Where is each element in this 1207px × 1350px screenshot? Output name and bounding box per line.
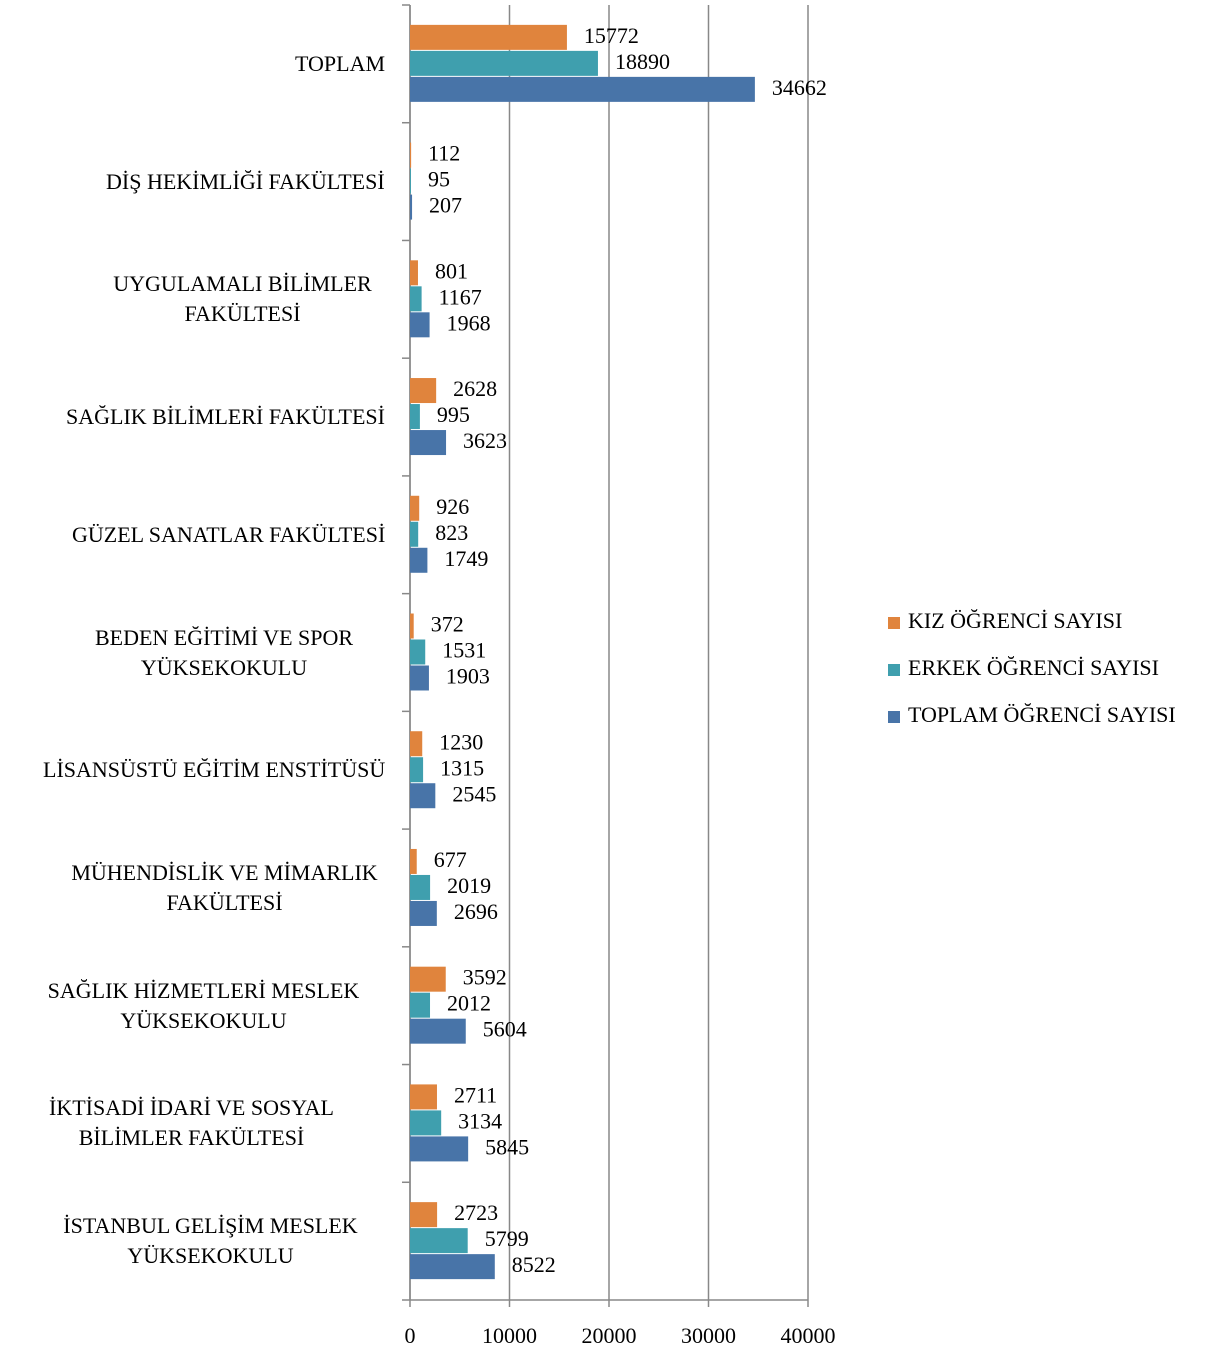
bar <box>410 731 423 757</box>
data-label: 995 <box>437 402 470 427</box>
data-label: 2545 <box>452 781 496 806</box>
x-tick-label: 0 <box>405 1323 416 1348</box>
category-label: UYGULAMALI BİLİMLER FAKÜLTESİ <box>113 271 372 327</box>
bar <box>410 1110 442 1136</box>
category-label: MÜHENDİSLİK VE MİMARLIK FAKÜLTESİ <box>71 859 378 915</box>
category-label: İKTİSADİ İDARİ VE SOSYAL BİLİMLER FAKÜLT… <box>49 1095 334 1151</box>
category-label: GÜZEL SANATLAR FAKÜLTESİ <box>72 521 386 547</box>
data-label: 801 <box>435 258 468 283</box>
data-label: 2711 <box>454 1082 497 1107</box>
data-label: 15772 <box>584 23 639 48</box>
bar <box>410 1228 468 1254</box>
bar <box>410 24 567 50</box>
x-tick-label: 40000 <box>781 1323 836 1348</box>
category-label: SAĞLIK BİLİMLERİ FAKÜLTESİ <box>66 404 385 430</box>
data-label: 372 <box>431 612 464 637</box>
bar <box>410 142 412 168</box>
x-tick-label: 10000 <box>482 1323 537 1348</box>
bar <box>410 900 437 926</box>
bar <box>410 312 430 338</box>
bar <box>410 194 413 220</box>
data-label: 677 <box>434 847 467 872</box>
x-tick-label: 20000 <box>582 1323 637 1348</box>
bar <box>410 757 424 783</box>
legend-label: TOPLAM ÖĞRENCİ SAYISI <box>908 702 1176 727</box>
legend-swatch <box>888 617 900 629</box>
data-label: 2019 <box>447 873 491 898</box>
bar <box>410 874 431 900</box>
legend-swatch <box>888 664 900 676</box>
bar <box>410 639 426 665</box>
bar <box>410 286 422 312</box>
data-label: 2696 <box>454 899 498 924</box>
data-label: 1903 <box>446 664 490 689</box>
bar <box>410 168 411 194</box>
data-label: 5845 <box>485 1134 529 1159</box>
bar <box>410 783 436 809</box>
data-label: 1749 <box>444 546 488 571</box>
data-label: 3592 <box>463 965 507 990</box>
category-label: İSTANBUL GELİŞİM MESLEK YÜKSEKOKULU <box>63 1213 358 1269</box>
legend-label: ERKEK ÖĞRENCİ SAYISI <box>908 655 1159 680</box>
bar <box>410 1136 469 1162</box>
data-label: 8522 <box>512 1252 556 1277</box>
bar <box>410 76 755 102</box>
data-label: 207 <box>429 193 462 218</box>
bar <box>410 613 414 639</box>
legend-swatch <box>888 711 900 723</box>
data-label: 823 <box>435 520 468 545</box>
bar <box>410 992 431 1018</box>
bar <box>410 848 417 874</box>
data-label: 3134 <box>458 1108 502 1133</box>
data-label: 1315 <box>440 755 484 780</box>
data-label: 5799 <box>485 1226 529 1251</box>
data-label: 926 <box>436 494 469 519</box>
data-label: 3623 <box>463 428 507 453</box>
bar <box>410 1254 495 1280</box>
bar <box>410 404 420 430</box>
x-tick-label: 30000 <box>681 1323 736 1348</box>
data-label: 1167 <box>439 284 482 309</box>
category-label: LİSANSÜSTÜ EĞİTİM ENSTİTÜSÜ <box>43 757 386 783</box>
category-label: BEDEN EĞİTİMİ VE SPOR YÜKSEKOKULU <box>94 624 354 680</box>
category-label: TOPLAM <box>295 50 386 76</box>
data-label: 34662 <box>772 75 827 100</box>
bar <box>410 966 446 992</box>
data-label: 5604 <box>483 1017 527 1042</box>
bar <box>410 665 429 691</box>
bar <box>410 1202 438 1228</box>
data-label: 2628 <box>453 376 497 401</box>
bar <box>410 495 420 521</box>
bar <box>410 521 419 547</box>
legend-label: KIZ ÖĞRENCİ SAYISI <box>908 608 1122 633</box>
data-label: 2723 <box>454 1200 498 1225</box>
data-label: 112 <box>428 141 460 166</box>
data-label: 95 <box>428 167 450 192</box>
data-label: 18890 <box>615 49 670 74</box>
bar <box>410 1018 466 1044</box>
bar <box>410 430 447 456</box>
category-label: SAĞLIK HİZMETLERİ MESLEK YÜKSEKOKULU <box>47 977 360 1033</box>
bar <box>410 260 418 286</box>
category-label: DİŞ HEKİMLİĞİ FAKÜLTESİ <box>106 168 385 194</box>
data-label: 1531 <box>442 638 486 663</box>
data-label: 1968 <box>447 310 491 335</box>
bar <box>410 547 428 573</box>
data-label: 1230 <box>439 729 483 754</box>
bar <box>410 50 598 76</box>
bar <box>410 378 437 404</box>
bar <box>410 1084 437 1110</box>
data-label: 2012 <box>447 991 491 1016</box>
